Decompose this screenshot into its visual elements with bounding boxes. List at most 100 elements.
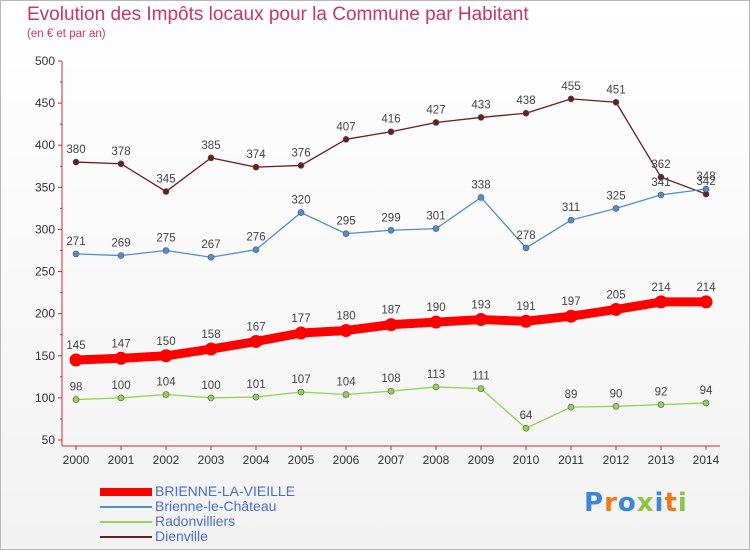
x-tick-label: 2014 — [693, 453, 720, 467]
data-point — [702, 185, 710, 193]
legend-item: BRIENNE-LA-VIEILLE — [100, 483, 400, 500]
data-label: 348 — [696, 171, 715, 183]
data-point — [72, 396, 80, 403]
data-point — [612, 98, 620, 106]
data-point — [162, 247, 170, 254]
data-point — [117, 252, 125, 259]
data-label: 278 — [516, 230, 535, 242]
data-point — [252, 163, 260, 171]
x-tick-label: 2005 — [288, 453, 315, 467]
legend-label: Dienville — [155, 528, 208, 544]
data-point — [207, 154, 215, 162]
data-label: 385 — [201, 140, 220, 152]
data-point — [699, 295, 713, 309]
data-label: 113 — [427, 369, 445, 381]
data-point — [609, 302, 623, 316]
data-label: 92 — [655, 387, 668, 399]
y-tick-label: 150 — [35, 349, 55, 363]
data-point — [657, 401, 665, 408]
data-point — [702, 399, 710, 407]
data-label: 158 — [201, 329, 220, 341]
data-label: 101 — [246, 379, 265, 391]
data-point — [342, 391, 350, 398]
legend-label: Radonvilliers — [155, 513, 236, 529]
data-label: 338 — [471, 179, 490, 191]
x-tick-label: 2012 — [603, 453, 630, 467]
data-point — [339, 324, 353, 338]
data-label: 108 — [381, 373, 400, 385]
data-label: 275 — [156, 233, 175, 245]
data-point — [252, 246, 260, 253]
data-point — [297, 162, 305, 169]
legend-swatch — [100, 488, 152, 496]
data-point — [567, 403, 575, 411]
data-point — [342, 230, 350, 237]
data-point — [72, 250, 80, 258]
data-label: 345 — [156, 174, 175, 186]
x-tick-label: 2003 — [198, 453, 225, 467]
x-tick-label: 2010 — [513, 453, 540, 467]
data-label: 362 — [651, 159, 670, 171]
y-tick-label: 350 — [35, 180, 55, 194]
x-tick-label: 2011 — [558, 453, 584, 467]
data-point — [387, 128, 395, 136]
data-point — [567, 95, 575, 103]
data-label: 374 — [246, 149, 266, 161]
data-point — [69, 353, 83, 367]
data-label: 433 — [471, 99, 490, 111]
data-point — [387, 387, 395, 395]
legend-swatch — [100, 536, 152, 538]
x-tick-label: 2000 — [63, 453, 90, 467]
data-label: 94 — [700, 385, 713, 397]
data-label: 295 — [336, 216, 355, 228]
data-point — [297, 209, 305, 216]
data-label: 193 — [471, 300, 490, 312]
data-point — [432, 225, 440, 232]
data-label: 407 — [336, 121, 355, 133]
data-point — [432, 383, 440, 391]
data-label: 341 — [651, 177, 670, 189]
data-label: 180 — [336, 311, 355, 323]
data-point — [432, 119, 440, 126]
data-point — [522, 109, 530, 117]
data-point — [297, 388, 305, 396]
data-point — [72, 158, 80, 166]
x-tick-label: 2006 — [333, 453, 360, 467]
data-point — [249, 334, 263, 348]
data-point — [429, 315, 443, 329]
chart-title: Evolution des Impôts locaux pour la Comm… — [27, 4, 529, 25]
data-label: 267 — [201, 239, 220, 251]
data-label: 301 — [426, 211, 445, 223]
y-tick-label: 200 — [35, 307, 55, 321]
data-label: 177 — [291, 313, 310, 325]
data-point — [519, 314, 533, 328]
data-label: 380 — [66, 144, 85, 156]
data-label: 427 — [426, 104, 445, 116]
legend-swatch — [100, 521, 152, 523]
data-point — [522, 244, 530, 252]
data-point — [654, 295, 668, 309]
x-tick-label: 2002 — [153, 453, 180, 467]
data-point — [162, 188, 170, 195]
y-tick-label: 250 — [35, 265, 55, 279]
proxiti-logo: Proxiti — [584, 488, 688, 518]
data-label: 214 — [696, 282, 716, 294]
data-point — [567, 216, 575, 224]
data-label: 104 — [336, 377, 356, 389]
data-label: 191 — [516, 301, 535, 313]
data-label: 269 — [111, 238, 130, 250]
data-point — [522, 424, 530, 432]
data-label: 147 — [111, 338, 130, 350]
data-point — [612, 403, 620, 410]
chart-subtitle: (en € et par an) — [27, 28, 106, 40]
legend-label: Brienne-le-Château — [155, 498, 277, 514]
x-tick-label: 2009 — [468, 453, 495, 467]
data-point — [474, 313, 488, 327]
legend-swatch — [100, 506, 152, 508]
data-point — [612, 205, 620, 212]
data-point — [342, 136, 350, 143]
data-label: 111 — [472, 371, 489, 383]
data-label: 150 — [156, 336, 175, 348]
data-label: 455 — [561, 81, 580, 93]
